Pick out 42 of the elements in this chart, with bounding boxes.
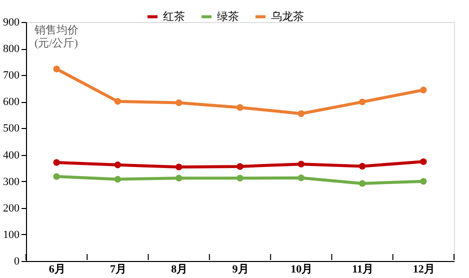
- point: [298, 160, 304, 168]
- y-tick-label: 600: [3, 96, 20, 108]
- point: [420, 86, 427, 94]
- point: [114, 98, 122, 105]
- point: [358, 162, 366, 170]
- y-tick-label: 300: [3, 176, 20, 188]
- point: [420, 178, 427, 185]
- point: [236, 163, 244, 170]
- legend-label: 红茶: [163, 10, 185, 23]
- point: [53, 159, 60, 166]
- point: [298, 110, 304, 117]
- point: [114, 176, 122, 183]
- y-axis-title: 销售均价 (元/公斤): [34, 24, 78, 50]
- legend-label: 乌龙茶: [271, 10, 304, 23]
- point: [236, 174, 244, 182]
- point: [53, 173, 60, 180]
- legend-label: 绿茶: [217, 10, 239, 23]
- point: [298, 174, 304, 182]
- point: [176, 164, 182, 170]
- y-tick-label: 700: [3, 70, 20, 82]
- y-tick-label: 100: [3, 228, 20, 241]
- y-tick-label: 200: [3, 202, 20, 214]
- point: [114, 162, 122, 168]
- point: [176, 99, 182, 106]
- point: [176, 174, 182, 182]
- x-tick-label: 6月: [48, 264, 66, 276]
- x-tick-label: 11月: [352, 264, 374, 276]
- point: [53, 66, 60, 72]
- x-tick-label: 9月: [232, 264, 249, 276]
- x-tick-label: 12月: [412, 264, 435, 276]
- y-tick-label: 0: [14, 256, 20, 268]
- x-tick-label: 8月: [171, 264, 188, 276]
- x-tick-label: 10月: [290, 264, 313, 276]
- y-tick-label: 800: [3, 43, 20, 56]
- y-tick-label: 500: [3, 122, 20, 135]
- x-tick-label: 7月: [110, 264, 126, 276]
- point: [236, 104, 244, 111]
- point: [358, 180, 366, 187]
- y-tick-label: 900: [3, 16, 20, 28]
- point: [358, 98, 366, 106]
- point: [420, 158, 427, 166]
- y-tick-label: 400: [3, 149, 20, 162]
